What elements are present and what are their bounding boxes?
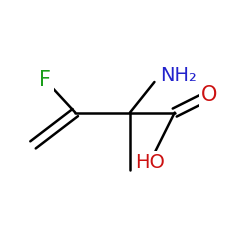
Text: HO: HO xyxy=(135,153,165,172)
Text: F: F xyxy=(40,70,52,90)
Text: O: O xyxy=(201,85,218,105)
Text: NH₂: NH₂ xyxy=(160,66,197,85)
